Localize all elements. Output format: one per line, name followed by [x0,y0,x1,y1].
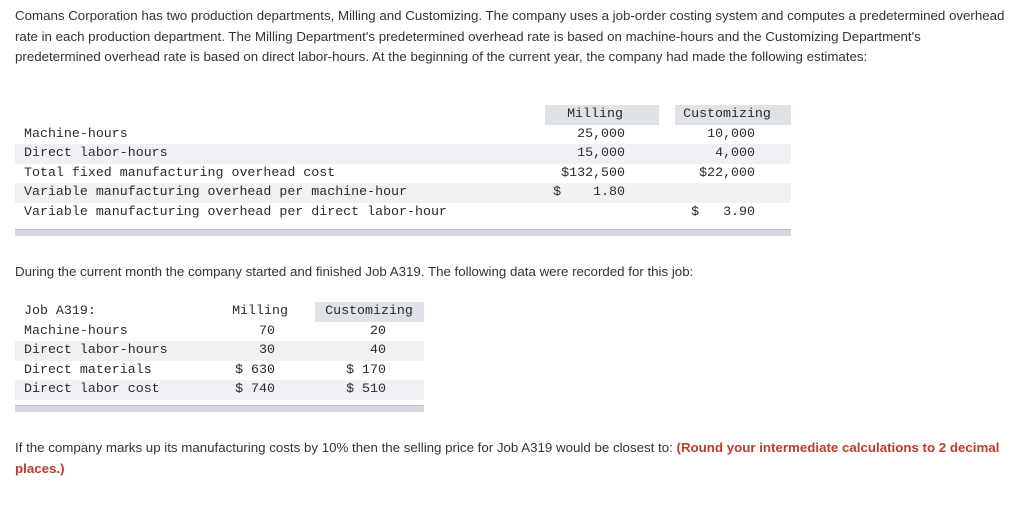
table-row: Variable manufacturing overhead per mach… [15,183,791,203]
estimates-table: Milling Customizing Machine-hours 25,000… [15,105,791,238]
customizing-value: $ 3.90 [691,203,755,219]
estimates-header-customizing: Customizing [683,106,771,121]
milling-value: 70 [259,322,275,338]
row-label: Direct labor cost [24,381,160,396]
question-text: If the company marks up its manufacturin… [15,438,1005,479]
table-row: Machine-hours 25,000 10,000 [15,125,791,145]
milling-value: 25,000 [577,125,625,141]
job-table: Job A319: Milling Customizing Machine-ho… [15,302,424,412]
customizing-value: 20 [370,322,386,338]
job-title: Job A319: [24,303,96,318]
row-label: Direct labor-hours [24,145,168,160]
customizing-value: $ 510 [346,381,386,396]
customizing-value: $ 170 [346,361,386,377]
job-header-customizing: Customizing [325,303,413,318]
job-header-row: Job A319: Milling Customizing [15,302,424,322]
job-intro: During the current month the company sta… [15,264,694,279]
customizing-value: $22,000 [699,164,755,180]
row-label: Direct materials [24,361,152,377]
milling-value: 15,000 [577,145,625,160]
milling-value: $ 630 [235,361,275,377]
row-label: Direct labor-hours [24,342,168,357]
row-label: Total fixed manufacturing overhead cost [24,164,336,180]
milling-value: $ 740 [235,381,275,396]
table-row: Direct labor-hours 15,000 4,000 [15,144,791,164]
customizing-value: 4,000 [715,145,755,160]
customizing-value: 10,000 [707,125,755,141]
milling-value: $ 1.80 [553,184,625,199]
table-row: Direct materials $ 630 $ 170 [15,361,424,381]
table-bottom-rule [15,405,424,412]
table-row: Total fixed manufacturing overhead cost … [15,164,791,184]
customizing-value: 40 [370,342,386,357]
table-row: Direct labor-hours 30 40 [15,341,424,361]
table-row: Machine-hours 70 20 [15,322,424,342]
row-label: Machine-hours [24,125,128,141]
row-label: Variable manufacturing overhead per dire… [24,203,447,219]
estimates-header-milling: Milling [567,106,623,121]
milling-value: $132,500 [561,164,625,180]
problem-intro: Comans Corporation has two production de… [15,8,1005,64]
estimates-header-row: Milling Customizing [15,105,791,125]
job-header-milling: Milling [232,303,288,318]
milling-value: 30 [259,342,275,357]
table-row: Variable manufacturing overhead per dire… [15,203,791,223]
row-label: Machine-hours [24,322,128,338]
row-label: Variable manufacturing overhead per mach… [24,184,408,199]
table-row: Direct labor cost $ 740 $ 510 [15,380,424,400]
table-bottom-rule [15,229,791,236]
rounding-note: (Round your intermediate calculations to… [15,440,1000,476]
question-body: If the company marks up its manufacturin… [15,440,677,455]
